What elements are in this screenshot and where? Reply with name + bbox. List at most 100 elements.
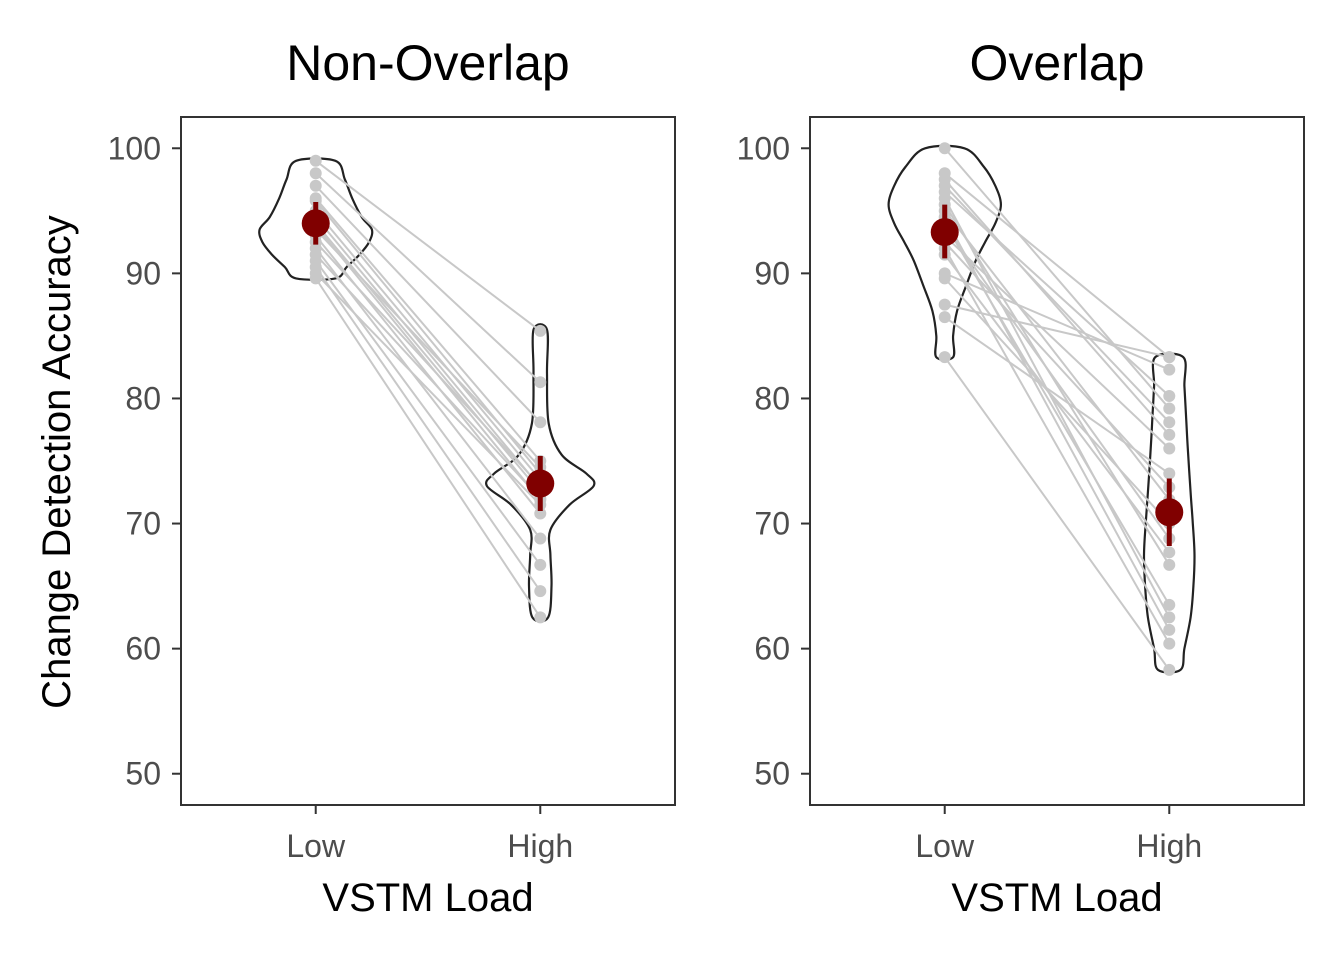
x-axis-title: VSTM Load — [322, 876, 533, 920]
subject-point — [1163, 442, 1176, 455]
subject-point — [938, 142, 951, 155]
subject-line — [314, 253, 542, 500]
y-tick-label: 70 — [754, 506, 790, 542]
y-axis-title: Change Detection Accuracy — [35, 215, 79, 709]
subject-point — [309, 272, 322, 285]
y-tick-label: 80 — [754, 380, 790, 416]
subject-point — [1163, 637, 1176, 650]
subject-line — [315, 228, 541, 468]
panel-overlap: Overlap 50 60 70 80 90 100 Low High VSTM Load — [737, 35, 1305, 920]
subject-line — [944, 172, 1170, 358]
subject-point — [1163, 351, 1176, 364]
subject-point — [1163, 546, 1176, 559]
subject-line — [315, 272, 541, 506]
subject-line — [314, 216, 542, 488]
subject-point — [1163, 558, 1176, 571]
subject-point — [534, 558, 547, 571]
panel-title: Non-Overlap — [286, 35, 569, 91]
plot-frame — [809, 116, 1305, 806]
subject-point — [938, 311, 951, 324]
subject-point — [1163, 623, 1176, 636]
y-tick-label: 90 — [125, 255, 161, 291]
y-tick-label: 60 — [754, 631, 790, 667]
subject-point — [1163, 416, 1176, 429]
subject-line — [315, 172, 541, 383]
subject-line — [314, 241, 542, 487]
subject-point — [309, 194, 322, 207]
x-tick-label: Low — [915, 828, 975, 864]
subject-point — [309, 154, 322, 167]
y-tick-label: 100 — [108, 130, 161, 166]
y-tick-label: 70 — [125, 506, 161, 542]
subject-point — [938, 298, 951, 311]
y-axis: 50 60 70 80 90 100 — [737, 130, 810, 792]
subject-point — [938, 351, 951, 364]
subject-point — [534, 324, 547, 337]
mean-point — [301, 209, 330, 238]
subject-point — [309, 167, 322, 180]
subject-line — [314, 197, 542, 462]
subject-line — [944, 235, 1170, 450]
subject-line — [943, 178, 1171, 436]
subject-line — [314, 266, 542, 592]
subject-point — [1163, 428, 1176, 441]
subject-point — [534, 532, 547, 545]
subject-line — [943, 277, 1171, 525]
subject-line — [314, 210, 542, 481]
subject-point — [534, 376, 547, 389]
x-axis: Low High — [286, 805, 573, 864]
subject-line — [943, 356, 1171, 671]
mean-point — [1155, 498, 1184, 527]
mean-point — [930, 218, 959, 247]
violin-high — [1142, 352, 1196, 674]
y-tick-label: 60 — [125, 631, 161, 667]
subject-point — [534, 507, 547, 520]
subject-line — [943, 210, 1171, 501]
subject-line — [943, 204, 1171, 566]
mean-layer — [930, 204, 1184, 547]
subject-line — [944, 303, 1170, 359]
subject-line — [943, 222, 1171, 606]
subject-point — [309, 179, 322, 192]
panel-title: Overlap — [969, 35, 1144, 91]
subject-lines-layer — [943, 147, 1171, 671]
y-axis: 50 60 70 80 90 100 — [108, 130, 181, 792]
x-axis: Low High — [915, 805, 1202, 864]
subject-point — [534, 416, 547, 429]
violin-high — [485, 323, 596, 623]
subject-line — [943, 253, 1171, 553]
subject-point — [534, 611, 547, 624]
y-tick-label: 50 — [125, 756, 161, 792]
x-tick-label: High — [1136, 828, 1202, 864]
subject-line — [314, 277, 542, 618]
subject-point — [1163, 467, 1176, 480]
plot-frame — [180, 116, 676, 806]
subject-lines-layer — [314, 159, 542, 618]
subject-line — [944, 272, 1170, 371]
y-tick-label: 80 — [125, 380, 161, 416]
subject-line — [944, 191, 1170, 397]
subject-line — [944, 316, 1170, 475]
subject-point — [534, 585, 547, 598]
subject-line — [943, 197, 1171, 618]
subject-point — [1163, 611, 1176, 624]
subject-point — [1163, 402, 1176, 415]
subject-line — [315, 185, 541, 423]
mean-point — [526, 469, 555, 498]
x-tick-label: Low — [286, 828, 346, 864]
panel-non-overlap: Non-Overlap 50 60 70 80 90 100 Low High VSTM L… — [108, 35, 676, 920]
subject-line — [943, 225, 1171, 540]
x-axis-title: VSTM Load — [951, 876, 1162, 920]
y-tick-label: 50 — [754, 756, 790, 792]
subject-point — [1163, 389, 1176, 402]
subject-point — [938, 272, 951, 285]
x-tick-label: High — [507, 828, 573, 864]
subject-point — [1163, 363, 1176, 376]
y-tick-label: 90 — [754, 255, 790, 291]
subject-point — [1163, 663, 1176, 676]
subject-point — [1163, 598, 1176, 611]
subject-line — [315, 159, 541, 332]
subject-line — [943, 147, 1171, 410]
mean-layer — [301, 202, 555, 512]
